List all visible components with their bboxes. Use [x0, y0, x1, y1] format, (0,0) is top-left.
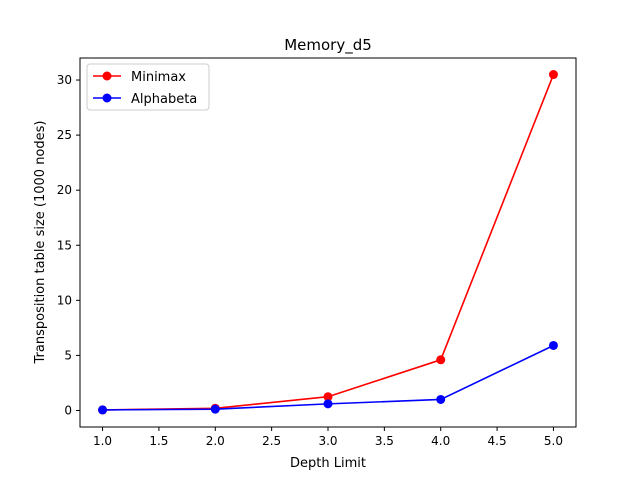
y-tick-label: 0	[64, 403, 72, 417]
y-tick-label: 10	[57, 293, 72, 307]
data-point-minimax	[436, 355, 446, 365]
x-tick-label: 2.0	[206, 434, 225, 448]
data-point-alphabeta	[548, 340, 558, 350]
series-layer	[98, 70, 558, 415]
y-tick-label: 15	[57, 238, 72, 252]
x-tick-label: 3.0	[318, 434, 337, 448]
chart-title: Memory_d5	[284, 36, 372, 55]
x-tick-label: 1.5	[149, 434, 168, 448]
x-tick-label: 3.5	[375, 434, 394, 448]
legend-marker-alphabeta	[102, 93, 112, 103]
y-tick-label: 30	[57, 73, 72, 87]
legend-label-alphabeta: Alphabeta	[131, 92, 197, 107]
legend-label-minimax: Minimax	[131, 70, 186, 85]
ticks-layer: 1.0 1.5 2.0 2.5 3.0 3.5 4.0 4.5 5.0 0 5 10 15 20 25 30	[57, 73, 563, 448]
x-tick-label: 5.0	[544, 434, 563, 448]
x-tick-label: 4.5	[488, 434, 507, 448]
legend-marker-minimax	[102, 71, 112, 81]
data-point-alphabeta	[323, 399, 333, 409]
data-point-alphabeta	[210, 404, 220, 414]
y-axis-label: Transposition table size (1000 nodes)	[33, 121, 48, 365]
x-tick-label: 2.5	[262, 434, 281, 448]
data-point-alphabeta	[436, 394, 446, 404]
data-point-minimax	[323, 392, 333, 402]
data-point-minimax	[548, 70, 558, 80]
x-tick-label: 1.0	[93, 434, 112, 448]
legend: Minimax Alphabeta	[86, 63, 210, 111]
y-tick-label: 20	[57, 183, 72, 197]
x-axis-label: Depth Limit	[290, 456, 366, 471]
x-tick-label: 4.0	[431, 434, 450, 448]
data-point-alphabeta	[98, 405, 108, 415]
y-tick-label: 5	[64, 348, 72, 362]
y-tick-label: 25	[57, 128, 72, 142]
